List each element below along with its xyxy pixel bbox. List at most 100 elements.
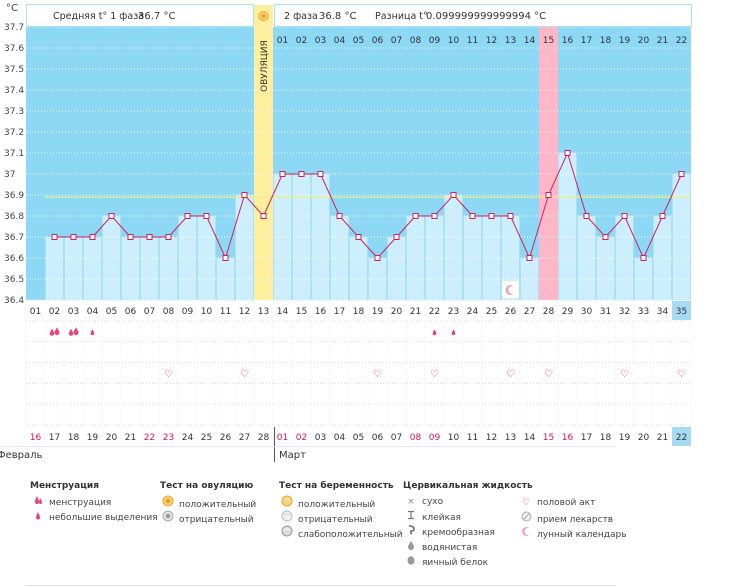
cycle-day-label: 22 xyxy=(429,307,440,317)
temperature-point xyxy=(89,234,96,240)
temperature-point xyxy=(298,171,305,177)
cycle-day-label: 24 xyxy=(467,307,479,317)
legend-item: небольшие выделения xyxy=(30,510,158,525)
y-tick-label: 37.3 xyxy=(4,107,24,117)
legend-label: положительный xyxy=(179,500,257,510)
legend-ovulation-test: Тест на овуляцию положительный отрицател… xyxy=(160,481,256,525)
temperature-point xyxy=(412,213,419,219)
phase2-day-label: 05 xyxy=(353,36,364,46)
calendar-date-label: 16 xyxy=(562,433,574,443)
heart-icon: ♡ xyxy=(430,369,439,380)
temperature-point xyxy=(146,234,153,240)
phase2-day-label: 09 xyxy=(429,36,441,46)
light-discharge-icon xyxy=(432,329,437,336)
heart-icon: ♡ xyxy=(373,369,382,380)
legend-item: слабоположительный xyxy=(279,525,403,540)
temperature-point xyxy=(279,171,286,177)
temperature-point xyxy=(222,255,229,261)
calendar-date-label: 17 xyxy=(581,433,592,443)
phase2-day-label: 15 xyxy=(543,36,554,46)
calendar-date-label: 27 xyxy=(239,433,250,443)
temperature-chart: 37.7 37.6 37.5 37.4 37.3 37.2 37.1 37 36.9 36.8 36… xyxy=(0,3,692,462)
cycle-day-label: 29 xyxy=(562,307,574,317)
temperature-bar xyxy=(463,215,482,301)
legend-label: небольшие выделения xyxy=(49,513,158,523)
phase2-value: 36.8 °С xyxy=(319,11,356,22)
cycle-day-label: 20 xyxy=(391,307,403,317)
menstruation-icon xyxy=(68,328,74,336)
calendar-date-label: 07 xyxy=(391,433,402,443)
cycle-day-label: 31 xyxy=(600,307,611,317)
y-tick-label: 36.9 xyxy=(4,191,24,201)
legend-label: менструация xyxy=(49,498,112,508)
temperature-point xyxy=(203,213,210,219)
cycle-day-label: 32 xyxy=(619,307,630,317)
calendar-date-label: 18 xyxy=(68,433,80,443)
menstruation-icon xyxy=(54,327,60,336)
temperature-bar xyxy=(387,236,406,301)
temperature-bar xyxy=(292,173,311,301)
temperature-point xyxy=(184,213,191,219)
cycle-day-label: 28 xyxy=(543,307,555,317)
legend-item: × сухо xyxy=(403,495,533,510)
calendar-date-label: 11 xyxy=(467,433,478,443)
temperature-point xyxy=(317,171,324,177)
negative-ovulation-test-icon xyxy=(160,510,176,528)
temperature-bar xyxy=(349,236,368,301)
creamy-icon xyxy=(403,525,419,541)
temperature-point xyxy=(507,213,514,219)
temperature-bar xyxy=(64,236,83,301)
temperature-point xyxy=(450,192,457,198)
temperature-bar xyxy=(121,236,140,301)
cycle-day-label: 19 xyxy=(372,307,384,317)
cycle-day-label: 15 xyxy=(296,307,307,317)
temperature-point xyxy=(602,234,609,240)
legend-menstruation: Менструация менструация небольшие выделе… xyxy=(30,481,158,525)
temperature-point xyxy=(108,213,115,219)
calendar-date-label: 04 xyxy=(334,433,346,443)
cycle-day-label: 25 xyxy=(486,307,497,317)
difference-value: 0.099999999999994 °С xyxy=(426,11,546,22)
legend-label: отрицательный xyxy=(298,515,373,525)
temperature-bar xyxy=(615,215,634,301)
calendar-date-label: 16 xyxy=(30,433,42,443)
temperature-bar xyxy=(83,236,102,301)
legend-item: ♡ половой акт xyxy=(518,496,627,511)
calendar-date-label: 15 xyxy=(543,433,554,443)
calendar-date-label: 22 xyxy=(676,433,687,443)
calendar-date-label: 12 xyxy=(486,433,497,443)
cycle-day-label: 13 xyxy=(258,307,269,317)
sun-icon-core xyxy=(261,14,266,18)
legend-title: Менструация xyxy=(30,481,99,491)
temperature-point xyxy=(260,213,267,219)
temperature-bar xyxy=(102,215,121,301)
legend-cervical-fluid: Цервикальная жидкость × сухо клейкая крем… xyxy=(403,481,533,570)
calendar-date-label: 09 xyxy=(429,433,441,443)
temperature-point xyxy=(545,192,552,198)
temperature-bar xyxy=(577,215,596,301)
negative-pregnancy-test-icon xyxy=(279,510,295,528)
legend-item: положительный xyxy=(279,495,403,510)
watery-icon xyxy=(403,540,419,556)
egg-white-icon xyxy=(403,555,419,571)
y-tick-label: 36.5 xyxy=(4,275,24,285)
legend-item: кремообразная xyxy=(403,525,533,540)
temperature-point xyxy=(640,255,647,261)
temperature-point xyxy=(70,234,77,240)
cycle-day-label: 09 xyxy=(182,307,194,317)
y-tick-label: 36.4 xyxy=(4,296,24,306)
temperature-bar xyxy=(672,173,691,301)
temperature-point xyxy=(659,213,666,219)
cycle-day-label: 07 xyxy=(144,307,155,317)
y-tick-label: 36.6 xyxy=(4,254,24,264)
y-tick-label: 37.4 xyxy=(4,86,24,96)
light-discharge-icon xyxy=(30,510,46,526)
temperature-bar xyxy=(216,257,235,301)
phase2-day-label: 14 xyxy=(524,36,536,46)
phase1-value: 36.7 °С xyxy=(138,11,175,22)
phase2-day-label: 20 xyxy=(638,36,650,46)
legend-title: Тест на беременность xyxy=(279,481,394,491)
cycle-day-label: 21 xyxy=(410,307,421,317)
calendar-date-label: 17 xyxy=(49,433,60,443)
